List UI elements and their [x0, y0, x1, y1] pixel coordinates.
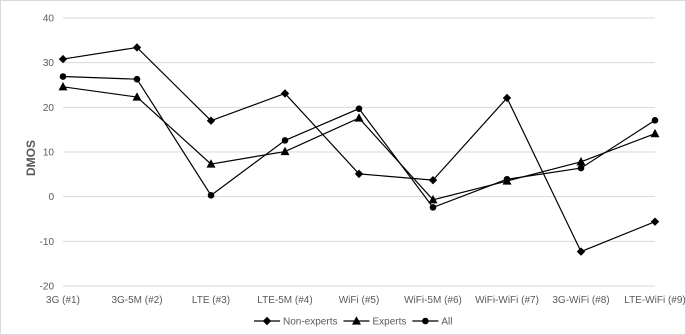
data-point-non-experts [650, 217, 660, 226]
series-all [59, 73, 659, 211]
legend-marker-non-experts [262, 316, 272, 326]
x-tick-label: LTE (#3) [192, 295, 230, 306]
x-tick-label: WiFi-5M (#6) [404, 295, 462, 306]
data-point-non-experts [280, 89, 290, 98]
legend-label-experts: Experts [372, 317, 406, 328]
data-point-all [59, 73, 67, 80]
data-point-non-experts [576, 247, 586, 256]
y-tick-label: 30 [43, 58, 55, 69]
legend-marker-experts [351, 316, 361, 325]
data-point-all [429, 204, 437, 211]
x-tick-label: WiFi-WiFi (#7) [475, 295, 539, 306]
data-point-experts [576, 157, 586, 166]
x-tick-label: WiFi (#5) [339, 295, 380, 306]
legend-label-all: All [441, 317, 452, 328]
series-experts [58, 81, 660, 204]
series [58, 43, 660, 256]
data-point-non-experts [354, 169, 364, 179]
data-point-all [207, 192, 215, 199]
data-point-non-experts [502, 93, 512, 103]
x-tick-label: 3G-WiFi (#8) [552, 295, 609, 306]
y-tick-label: 10 [43, 148, 55, 159]
x-tick-label: LTE-5M (#4) [257, 295, 312, 306]
data-point-all [577, 164, 585, 172]
y-tick-label: -20 [40, 282, 55, 293]
data-point-experts [206, 159, 216, 168]
x-axis-ticks: 3G (#1) 3G-5M (#2) LTE (#3) LTE-5M (#4) WiFi… [46, 295, 685, 306]
y-tick-label: 20 [43, 103, 55, 114]
data-point-experts [428, 194, 438, 204]
data-point-all [281, 137, 289, 144]
y-axis-ticks: -20 -10 0 10 20 30 40 [40, 14, 55, 293]
data-point-all [133, 75, 141, 83]
data-point-experts [650, 128, 660, 138]
series-line-non-experts [62, 46, 656, 253]
x-tick-label: LTE-WiFi (#9) [624, 295, 685, 306]
y-tick-label: -10 [40, 237, 55, 248]
y-axis-label: DMOS [24, 140, 38, 176]
legend-label-non-experts: Non-experts [283, 317, 337, 328]
series-non-experts [58, 43, 660, 256]
data-point-non-experts [428, 175, 438, 185]
gridlines [63, 17, 655, 287]
data-point-experts [354, 113, 364, 122]
data-point-non-experts [132, 43, 142, 52]
data-point-all [355, 105, 363, 112]
data-point-experts [132, 92, 142, 101]
legend-item-all: All [412, 317, 453, 328]
series-line-all [62, 75, 656, 209]
y-tick-label: 40 [43, 14, 55, 25]
data-point-all [651, 116, 659, 124]
x-tick-label: 3G (#1) [46, 295, 80, 306]
legend: Non-experts Experts All [254, 316, 453, 328]
legend-item-non-experts: Non-experts [254, 317, 337, 328]
data-point-non-experts [58, 54, 68, 64]
data-point-non-experts [206, 116, 216, 125]
data-point-all [503, 175, 511, 183]
series-line-experts [62, 86, 656, 201]
data-point-experts [280, 146, 290, 156]
legend-item-experts: Experts [343, 316, 406, 328]
legend-marker-all [422, 317, 429, 325]
x-tick-label: 3G-5M (#2) [111, 295, 162, 306]
y-tick-label: 0 [48, 192, 54, 203]
data-point-experts [58, 81, 68, 91]
